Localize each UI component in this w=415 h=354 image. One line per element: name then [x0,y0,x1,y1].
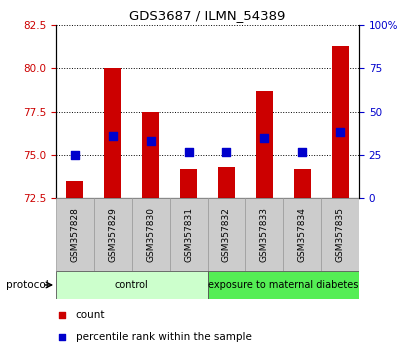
Point [223,149,230,155]
Text: percentile rank within the sample: percentile rank within the sample [76,332,251,342]
Text: GSM357830: GSM357830 [146,207,155,262]
Text: GSM357832: GSM357832 [222,207,231,262]
Bar [180,169,197,198]
Bar [66,181,83,198]
Text: GSM357834: GSM357834 [298,207,307,262]
Point [337,130,343,135]
Point [59,312,66,318]
Point [147,138,154,144]
Bar [142,112,159,198]
Text: GSM357835: GSM357835 [336,207,344,262]
Bar [56,198,94,271]
Point [261,135,268,140]
Point [72,152,78,158]
Point [185,149,192,155]
Bar [56,271,208,299]
Text: GSM357828: GSM357828 [71,207,79,262]
Bar [245,198,283,271]
Bar [294,169,311,198]
Bar [218,167,235,198]
Text: GSM357831: GSM357831 [184,207,193,262]
Text: protocol: protocol [6,280,52,290]
Bar [283,198,321,271]
Bar [208,271,359,299]
Text: control: control [115,280,149,290]
Bar [170,198,208,271]
Bar [256,91,273,198]
Bar [94,198,132,271]
Bar [104,68,121,198]
Text: count: count [76,310,105,320]
Bar [132,198,170,271]
Point [299,149,305,155]
Text: GSM357829: GSM357829 [108,207,117,262]
Point [59,334,66,339]
Bar [332,46,349,198]
Bar [208,198,245,271]
Text: GSM357833: GSM357833 [260,207,269,262]
Bar [321,198,359,271]
Text: exposure to maternal diabetes: exposure to maternal diabetes [208,280,359,290]
Point [110,133,116,139]
Title: GDS3687 / ILMN_54389: GDS3687 / ILMN_54389 [129,9,286,22]
